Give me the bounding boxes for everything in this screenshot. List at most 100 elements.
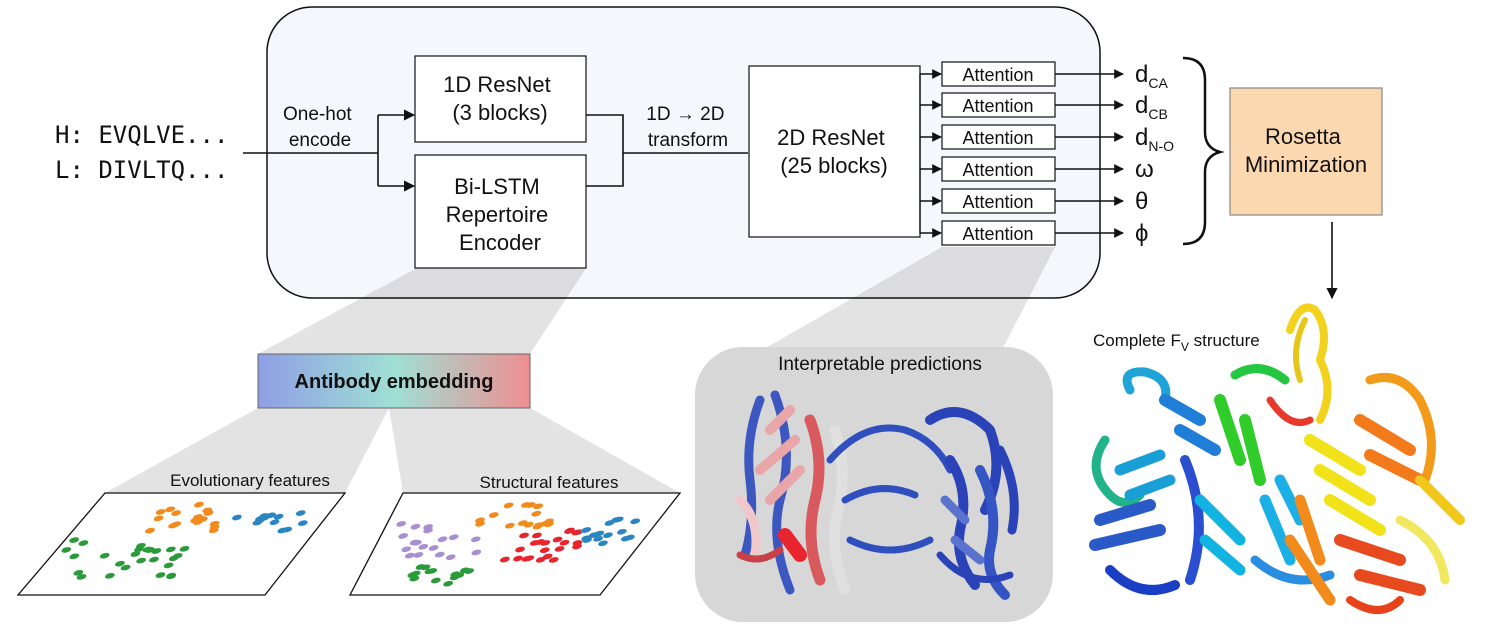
scatter-point [155, 509, 166, 515]
scatter-point [203, 510, 214, 516]
light-chain-sequence: L: DIVLTQ... [55, 156, 228, 184]
scatter-point [542, 553, 553, 560]
scatter-point [539, 547, 550, 554]
scatter-point [513, 555, 523, 562]
antibody-embedding-label: Antibody embedding [295, 371, 494, 393]
scatter-point [521, 502, 531, 508]
scatter-point [153, 515, 164, 522]
scatter-point [120, 564, 131, 571]
output-label: dCB [1135, 92, 1168, 122]
scatter-point [500, 556, 510, 563]
scatter-point [559, 539, 570, 546]
scatter-point [572, 540, 583, 546]
resnet-2d-label: 2D ResNet (25 blocks) [777, 125, 891, 178]
scatter-point [155, 572, 166, 578]
scatter-point [209, 520, 220, 527]
scatter-point [617, 528, 627, 535]
scatter-point [409, 575, 420, 582]
scatter-point [166, 573, 177, 580]
scatter-point [588, 532, 599, 538]
scatter-point [413, 552, 424, 558]
scatter-point [515, 546, 525, 553]
bilstm-label: Bi-LSTM Repertoire Encoder [446, 174, 555, 255]
scatter-point [535, 556, 546, 563]
scatter-point [532, 532, 542, 539]
output-label: ω [1135, 156, 1154, 183]
merge-connectors [586, 114, 748, 187]
transform-label: 1D → 2D transform [646, 104, 729, 151]
scatter-point [252, 519, 263, 526]
heavy-chain-sequence: H: EVQLVE... [55, 121, 228, 149]
output-label: dN-O [1135, 124, 1174, 154]
structural-wedge [389, 408, 680, 493]
input-connectors [243, 109, 416, 192]
scatter-point [505, 522, 515, 529]
scatter-point [232, 514, 242, 521]
encode-label: One-hot encode [283, 104, 357, 151]
attention-heads: Attention dCA Attention dCB Attention dN-O Att… [919, 61, 1174, 247]
scatter-point [151, 548, 162, 554]
attention-box [941, 188, 1056, 214]
scatter-point [475, 520, 485, 527]
scatter-point [149, 556, 159, 563]
scatter-point [581, 535, 592, 542]
scatter-point [420, 564, 431, 571]
output-label: dCA [1135, 61, 1168, 91]
scatter-point [142, 546, 153, 553]
scatter-point [78, 540, 89, 546]
evolutionary-wedge [105, 408, 389, 493]
scatter-point [266, 512, 276, 519]
scatter-point [273, 513, 284, 520]
scatter-point [410, 570, 421, 577]
resnet-1d-label: 1D ResNet (3 blocks) [443, 72, 557, 125]
attention-box [941, 92, 1056, 118]
output-label: ϕ [1135, 220, 1148, 247]
scatter-point [448, 534, 459, 541]
antibody-embedding-box [257, 353, 531, 409]
scatter-point [427, 568, 438, 574]
scatter-point [630, 518, 641, 525]
scatter-point [418, 543, 429, 550]
scatter-point [533, 503, 544, 510]
scatter-point [179, 545, 190, 552]
attention-box [941, 124, 1056, 150]
scatter-point [171, 510, 181, 516]
interpretable-label: Interpretable predictions [778, 354, 982, 375]
evolutionary-scatter [61, 501, 308, 580]
scatter-point [529, 540, 540, 546]
scatter-point [297, 520, 308, 526]
scatter-point [552, 536, 563, 543]
scatter-point [134, 546, 144, 553]
attention-label: Attention [962, 224, 1033, 244]
attention-label: Attention [962, 128, 1033, 148]
scatter-point [163, 562, 174, 569]
scatter-point [464, 568, 474, 574]
evolutionary-plane [16, 492, 347, 596]
scatter-point [471, 549, 482, 556]
scatter-point [571, 529, 582, 536]
scatter-point [396, 521, 407, 527]
attention-wedge [755, 247, 1055, 354]
rosetta-label: Rosetta Minimization [1245, 124, 1367, 177]
attention-label: Attention [962, 192, 1033, 212]
scatter-point [269, 519, 280, 526]
scatter-point [603, 532, 613, 539]
scatter-point [105, 572, 115, 579]
scatter-point [548, 557, 559, 563]
interpretable-protein-image [735, 390, 1019, 600]
scatter-point [166, 546, 176, 553]
output-label: θ [1135, 188, 1148, 215]
scatter-point [172, 553, 183, 559]
scatter-point [99, 552, 110, 559]
scatter-point [208, 527, 219, 534]
scatter-point [593, 535, 603, 542]
scatter-point [130, 551, 141, 557]
complete-fv-structure-image [1089, 303, 1465, 614]
scatter-point [115, 560, 125, 567]
scatter-point [488, 512, 499, 518]
complete-structure-label: Complete FV structure [1093, 331, 1260, 354]
bilstm-box [414, 154, 587, 269]
scatter-point [401, 546, 412, 553]
scatter-point [423, 524, 433, 530]
